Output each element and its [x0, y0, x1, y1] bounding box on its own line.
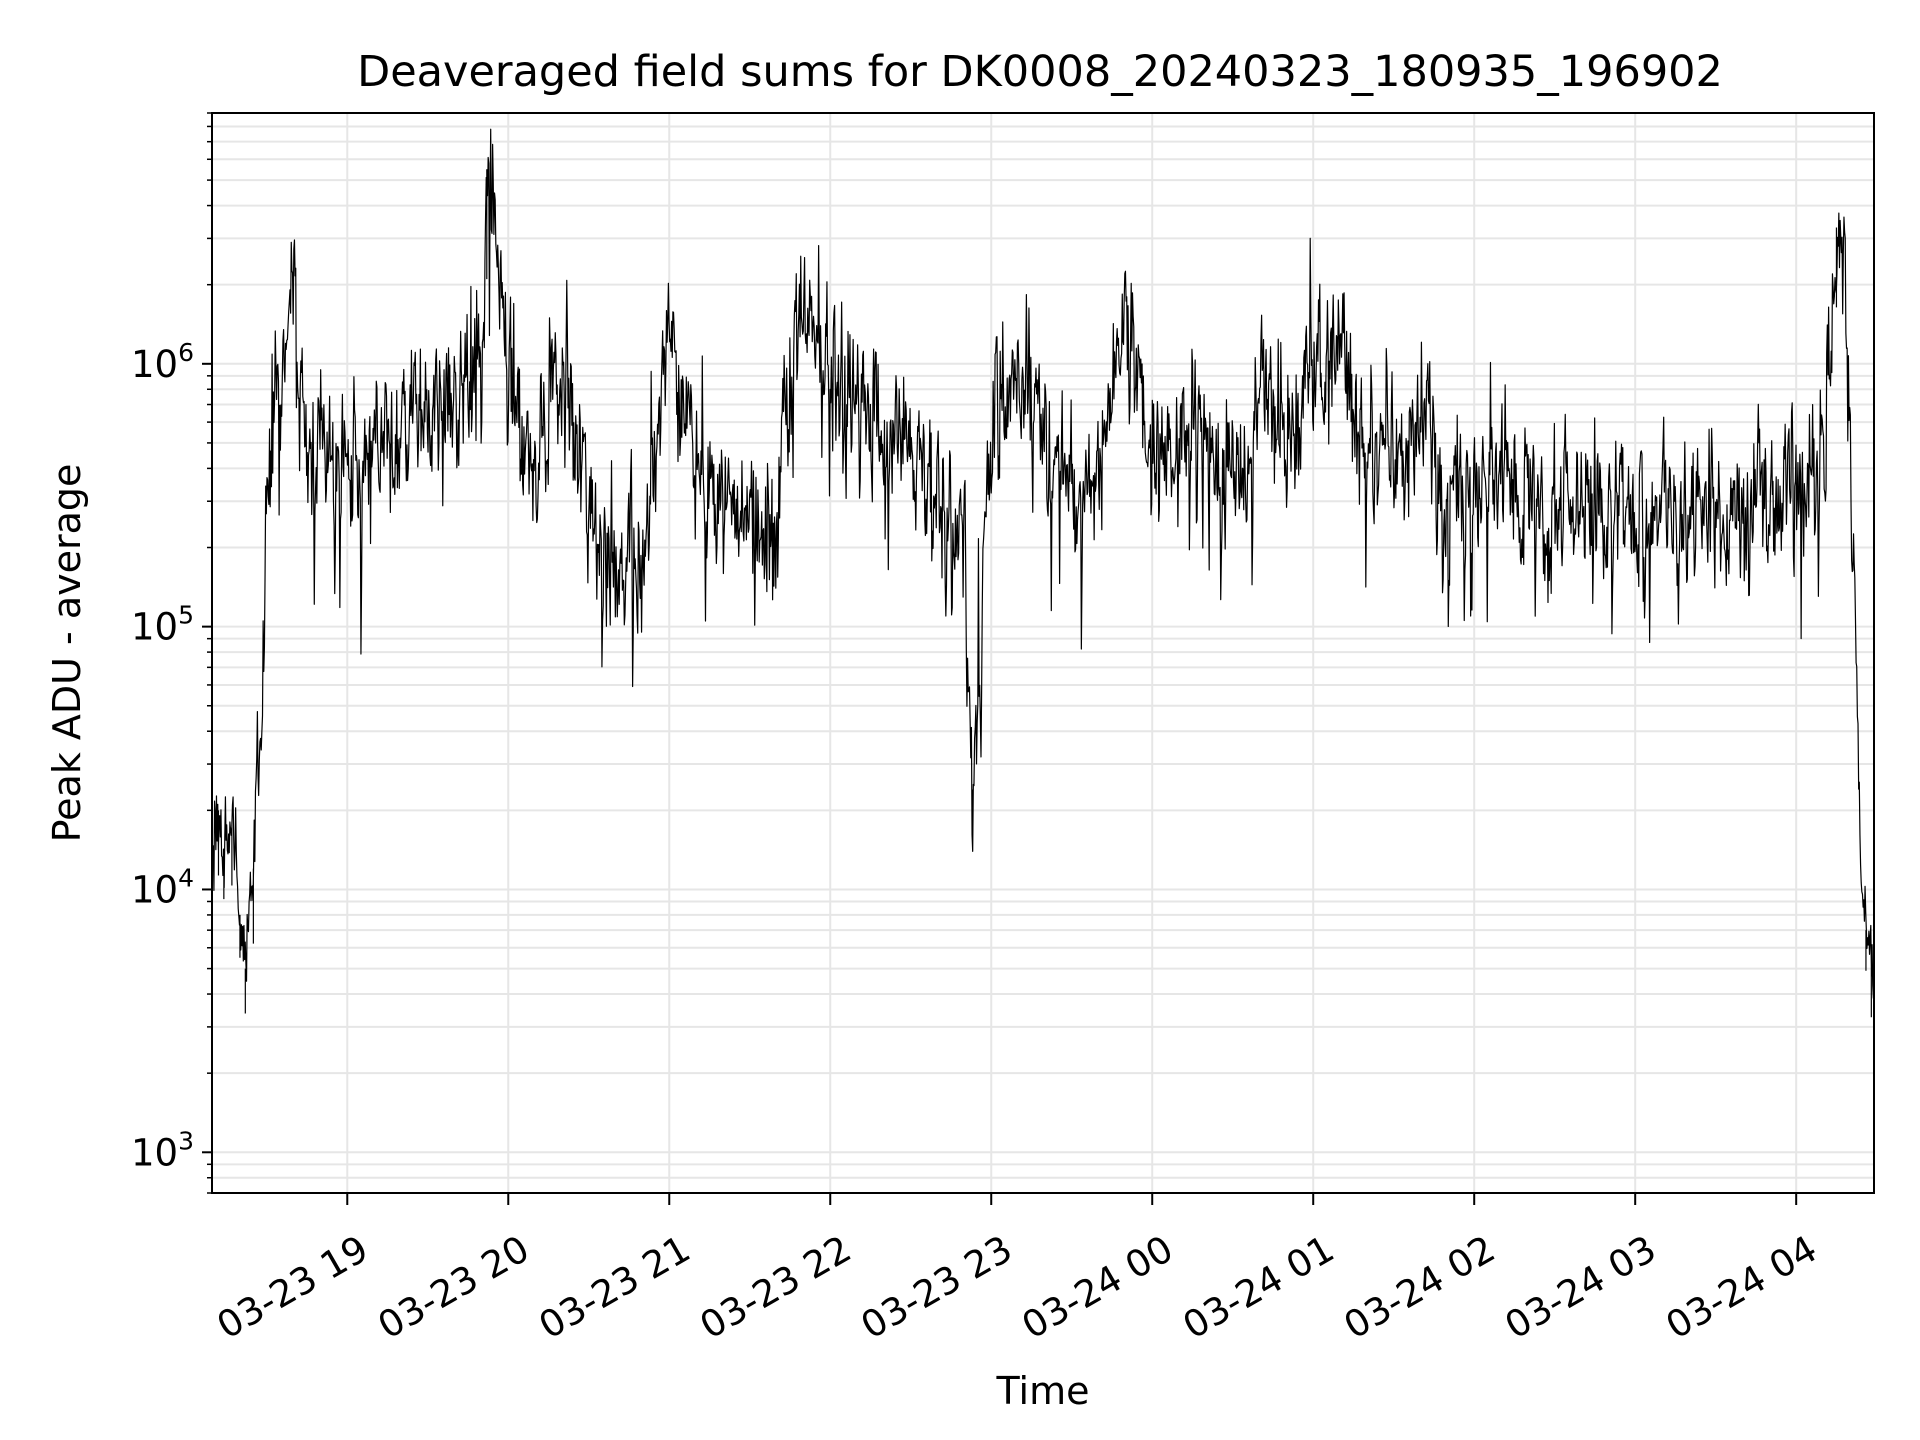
plot-frame — [211, 112, 1875, 1194]
y-axis-label: Peak ADU - average — [45, 464, 89, 843]
y-tick-label: 106 — [131, 338, 194, 386]
y-tick-label: 105 — [131, 601, 194, 649]
x-axis-label: Time — [996, 1369, 1090, 1413]
y-tick-label: 104 — [131, 863, 194, 911]
y-tick-label: 103 — [131, 1126, 194, 1174]
chart-title: Deaveraged field sums for DK0008_2024032… — [357, 47, 1723, 97]
y-axis: 103 104 105 106 — [131, 112, 212, 1194]
